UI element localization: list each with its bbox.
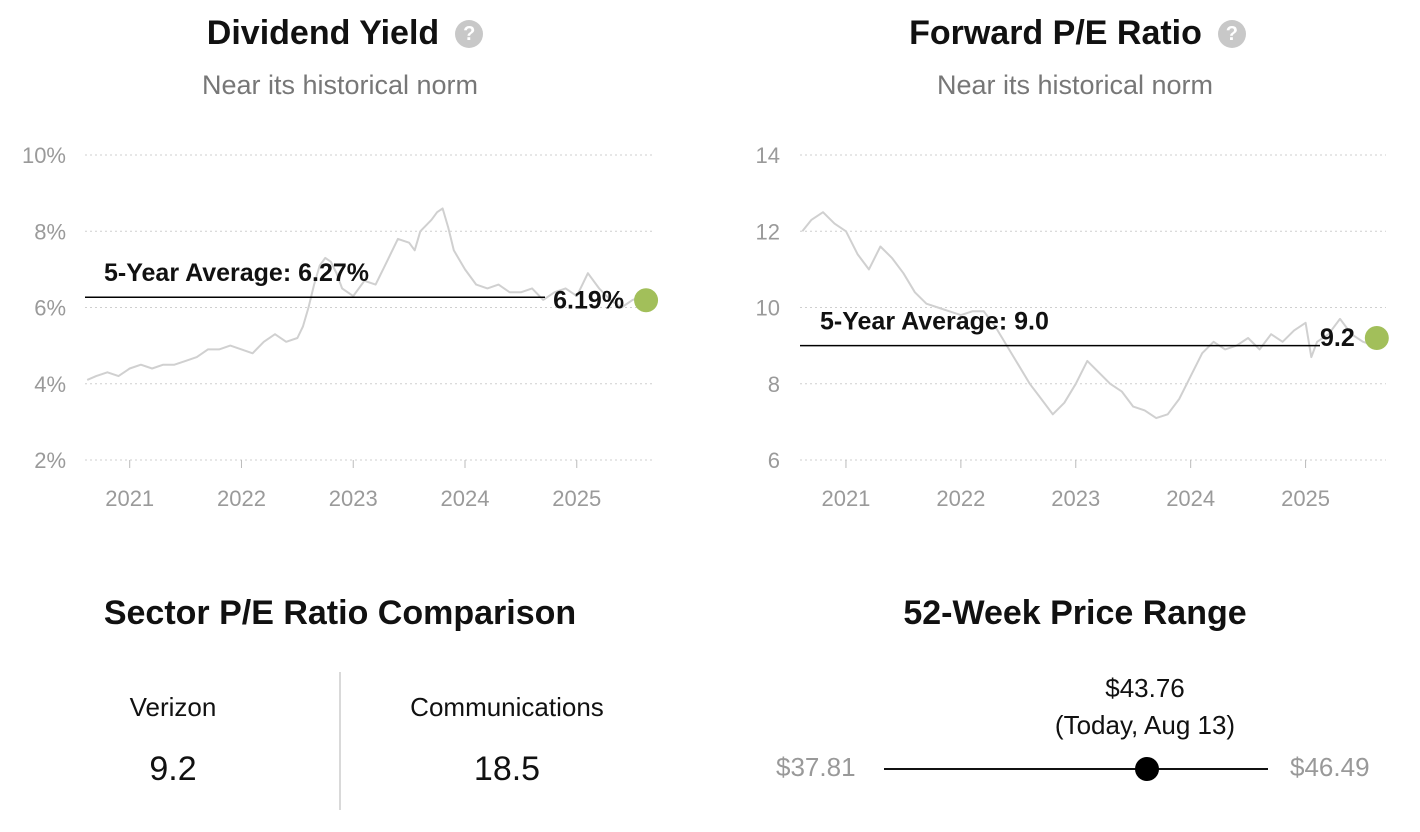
y-tick-label: 12 (756, 219, 780, 244)
x-tick-label: 2022 (936, 486, 985, 511)
series-line (801, 211, 1375, 420)
x-tick-label: 2023 (1051, 486, 1100, 511)
current-value-label: 6.19% (553, 286, 624, 314)
y-tick-label: 8% (34, 219, 66, 244)
x-tick-label: 2024 (1166, 486, 1215, 511)
average-label: 5-Year Average: 6.27% (104, 259, 369, 287)
verizon-pe-value: 9.2 (149, 750, 197, 788)
y-tick-label: 4% (34, 372, 66, 397)
x-tick-label: 2024 (441, 486, 490, 511)
y-tick-label: 10% (22, 143, 66, 168)
verizon-label: Verizon (129, 692, 217, 722)
help-icon[interactable]: ? (1217, 20, 1246, 48)
forward-pe-title: Forward P/E Ratio? (905, 14, 1250, 53)
sector-pe-title: Sector P/E Ratio Comparison (103, 594, 577, 632)
y-tick-label: 10 (756, 296, 780, 321)
current-price: $43.76 (1105, 673, 1185, 703)
x-tick-label: 2023 (329, 486, 378, 511)
y-tick-label: 6% (34, 296, 66, 321)
price-range-title: 52-Week Price Range (903, 594, 1247, 632)
current-price-marker (1135, 757, 1160, 781)
communications-pe-value: 18.5 (473, 750, 541, 788)
x-tick-label: 2021 (821, 486, 870, 511)
y-tick-label: 6 (768, 448, 780, 473)
help-icon[interactable]: ? (455, 20, 484, 48)
x-tick-label: 2022 (217, 486, 266, 511)
range-high: $46.49 (1290, 752, 1370, 782)
average-label: 5-Year Average: 9.0 (820, 308, 1049, 336)
range-track (884, 768, 1268, 770)
range-low: $37.81 (776, 752, 856, 782)
forward-pe-title-text: Forward P/E Ratio (909, 14, 1202, 52)
current-value-marker (1364, 326, 1389, 350)
dividend-yield-title-text: Dividend Yield (206, 14, 440, 52)
dividend-yield-title: Dividend Yield? (200, 14, 490, 53)
current-value-label: 9.2 (1320, 324, 1355, 352)
dividend-yield-subtitle: Near its historical norm (201, 70, 479, 100)
sector-divider (339, 672, 341, 810)
dividend-yield-chart: 2% 4% 6% 8% 10% 2021 2022 2023 2024 2025 5-Year Av… (22, 143, 659, 511)
series-line (86, 207, 645, 381)
y-tick-label: 8 (768, 372, 780, 397)
current-price-date: (Today, Aug 13) (1054, 710, 1236, 740)
x-tick-label: 2021 (105, 486, 154, 511)
current-value-marker (634, 288, 659, 313)
forward-pe-subtitle: Near its historical norm (936, 70, 1214, 100)
x-tick-label: 2025 (1281, 486, 1330, 511)
forward-pe-chart: 6 8 10 12 14 2021 2022 2023 2024 2025 5-Year Avera… (756, 143, 1389, 511)
x-tick-label: 2025 (552, 486, 601, 511)
y-tick-label: 14 (756, 143, 780, 168)
communications-label: Communications (410, 692, 604, 722)
y-tick-label: 2% (34, 448, 66, 473)
